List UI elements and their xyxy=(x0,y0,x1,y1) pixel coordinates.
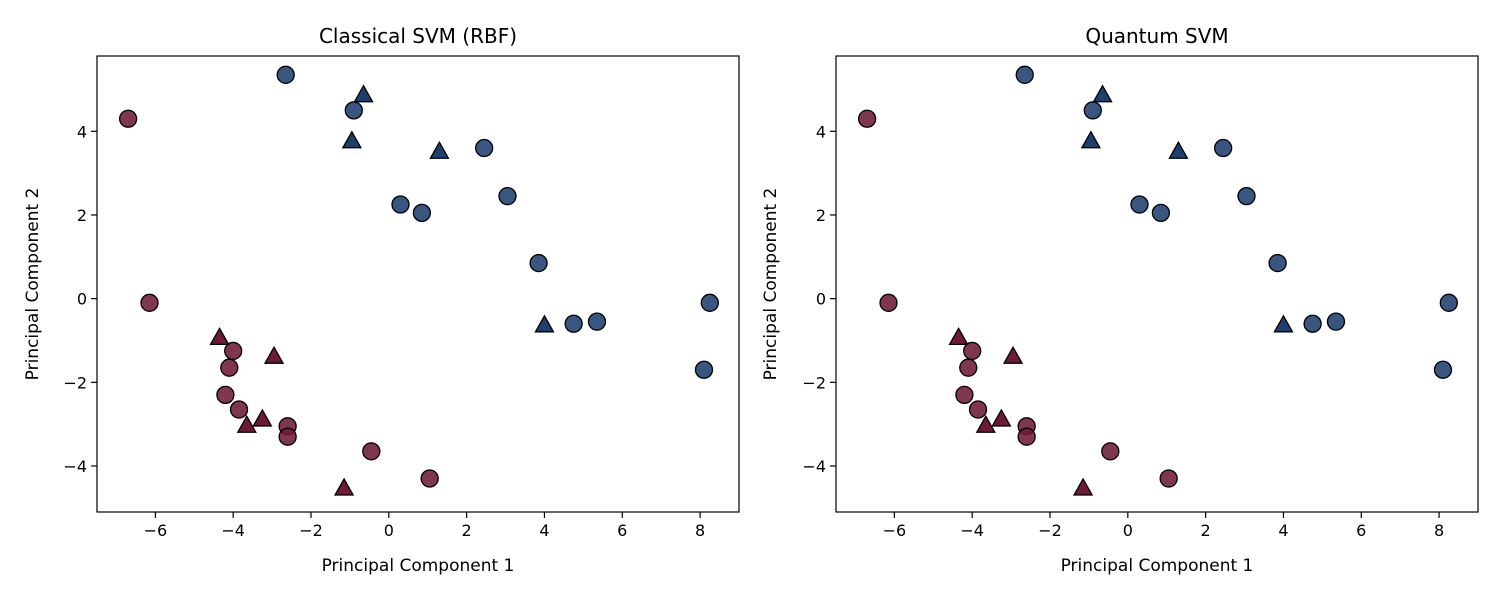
right-point-circle-class1 xyxy=(1015,65,1034,84)
left-x-tick-label: −4 xyxy=(221,521,245,540)
left-x-tick-label: 6 xyxy=(617,521,627,540)
right-x-tick-label: −6 xyxy=(883,521,907,540)
right-point-triangle-class0 xyxy=(1072,477,1094,496)
right-point-triangle-class0 xyxy=(975,414,996,433)
left-y-tick-label: 0 xyxy=(77,290,87,309)
right-chart: Quantum SVM Principal Component 1 Princi… xyxy=(761,24,1479,576)
left-chart-title: Classical SVM (RBF) xyxy=(319,24,517,48)
right-point-circle-class1 xyxy=(1439,293,1458,312)
right-point-circle-class0 xyxy=(879,293,898,312)
left-point-triangle-class1 xyxy=(429,140,450,159)
right-y-tick-label: −4 xyxy=(802,457,826,476)
left-point-circle-class1 xyxy=(276,65,295,84)
left-point-triangle-class1 xyxy=(534,314,555,333)
left-x-tick-label: 4 xyxy=(539,521,549,540)
left-point-triangle-class0 xyxy=(209,327,230,346)
right-point-circle-class1 xyxy=(1237,186,1256,206)
right-point-circle-class1 xyxy=(1130,195,1149,214)
left-chart: Classical SVM (RBF) Principal Component … xyxy=(23,24,740,576)
left-point-circle-class0 xyxy=(420,469,439,488)
right-point-circle-class0 xyxy=(1159,469,1178,488)
right-point-triangle-class0 xyxy=(948,327,969,346)
right-y-axis-label: Principal Component 2 xyxy=(761,188,781,381)
right-point-circle-class1 xyxy=(1213,138,1233,158)
right-y-tick-label: 4 xyxy=(816,122,826,141)
left-point-circle-class1 xyxy=(700,293,719,312)
left-point-circle-class0 xyxy=(278,427,297,446)
left-point-circle-class1 xyxy=(344,101,363,120)
left-y-tick-label: −2 xyxy=(63,373,87,392)
right-point-circle-class0 xyxy=(955,385,974,405)
right-x-axis-label: Principal Component 1 xyxy=(1061,556,1254,576)
right-x-tick-label: −2 xyxy=(1038,521,1062,540)
right-point-triangle-class0 xyxy=(1002,345,1024,364)
right-y-tick-label: −2 xyxy=(802,373,826,392)
left-point-circle-class1 xyxy=(694,360,714,379)
left-point-triangle-class0 xyxy=(333,477,355,496)
left-point-triangle-class0 xyxy=(252,408,273,427)
left-ticks: −6 −4 −2 0 2 4 6 8 −4 −2 0 2 4 xyxy=(63,122,705,540)
left-point-circle-class1 xyxy=(498,186,517,206)
right-point-circle-class0 xyxy=(1101,442,1120,461)
left-x-axis-label: Principal Component 1 xyxy=(322,556,515,576)
left-point-circle-class1 xyxy=(391,195,410,214)
right-point-triangle-class1 xyxy=(1168,140,1189,159)
left-point-circle-class0 xyxy=(229,400,249,419)
left-y-axis-label: Principal Component 2 xyxy=(23,188,43,381)
right-point-triangle-class1 xyxy=(1080,130,1101,149)
right-x-tick-label: 4 xyxy=(1278,521,1288,540)
right-plot-frame xyxy=(835,55,1479,513)
left-x-tick-label: 2 xyxy=(462,521,472,540)
left-point-circle-class1 xyxy=(529,253,548,273)
left-point-triangle-class1 xyxy=(353,84,374,103)
right-ticks: −6 −4 −2 0 2 4 6 8 −4 −2 0 2 4 xyxy=(802,122,1444,540)
right-points xyxy=(857,65,1458,496)
left-point-triangle-class1 xyxy=(341,130,362,149)
right-point-circle-class0 xyxy=(857,109,877,128)
right-point-circle-class0 xyxy=(1017,427,1036,446)
right-x-tick-label: 8 xyxy=(1434,521,1444,540)
right-x-tick-label: −4 xyxy=(960,521,984,540)
right-point-triangle-class1 xyxy=(1273,314,1294,333)
right-point-circle-class0 xyxy=(968,400,988,419)
right-point-circle-class1 xyxy=(1268,253,1287,273)
left-plot-frame xyxy=(96,55,740,513)
left-point-circle-class0 xyxy=(216,385,235,405)
right-point-circle-class1 xyxy=(1326,312,1346,331)
left-point-circle-class1 xyxy=(412,203,432,223)
left-x-tick-label: 0 xyxy=(384,521,394,540)
left-point-circle-class0 xyxy=(140,293,159,312)
right-y-tick-label: 2 xyxy=(816,206,826,225)
left-point-circle-class1 xyxy=(564,314,583,333)
right-point-circle-class1 xyxy=(1433,360,1453,379)
left-point-circle-class0 xyxy=(362,442,381,461)
right-point-triangle-class1 xyxy=(1092,84,1113,103)
left-point-circle-class0 xyxy=(220,358,239,377)
right-point-circle-class0 xyxy=(959,358,978,377)
left-y-tick-label: 2 xyxy=(77,206,87,225)
left-point-circle-class0 xyxy=(118,109,138,128)
left-points xyxy=(118,65,719,496)
left-x-tick-label: −2 xyxy=(299,521,323,540)
right-point-circle-class1 xyxy=(1303,314,1322,333)
right-x-tick-label: 0 xyxy=(1123,521,1133,540)
left-x-tick-label: −6 xyxy=(144,521,168,540)
right-y-tick-label: 0 xyxy=(816,290,826,309)
right-point-circle-class1 xyxy=(1083,101,1102,120)
left-point-triangle-class0 xyxy=(263,345,285,364)
left-point-circle-class1 xyxy=(587,312,607,331)
left-y-tick-label: 4 xyxy=(77,122,87,141)
left-x-tick-label: 8 xyxy=(695,521,705,540)
left-point-circle-class1 xyxy=(474,138,494,158)
right-x-tick-label: 6 xyxy=(1356,521,1366,540)
right-chart-title: Quantum SVM xyxy=(1085,24,1228,48)
right-point-triangle-class0 xyxy=(991,408,1012,427)
left-point-triangle-class0 xyxy=(236,414,257,433)
right-x-tick-label: 2 xyxy=(1201,521,1211,540)
left-y-tick-label: −4 xyxy=(63,457,87,476)
right-point-circle-class1 xyxy=(1151,203,1171,223)
